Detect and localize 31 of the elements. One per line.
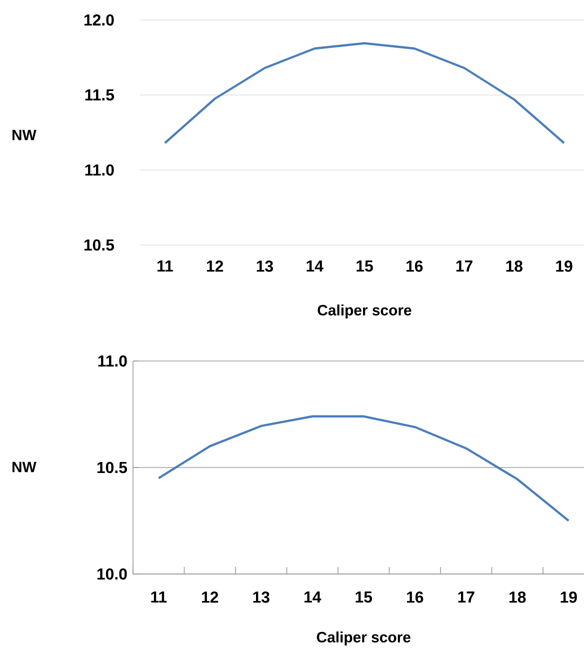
x-tick-label: 16 <box>406 260 423 272</box>
x-tick-label: 12 <box>202 592 218 603</box>
x-tick-label: 16 <box>407 592 424 603</box>
x-tick-label: 15 <box>356 592 372 603</box>
x-tick-label: 13 <box>253 592 270 603</box>
x-tick-label: 18 <box>510 592 526 603</box>
y-axis-title: NW <box>12 462 36 472</box>
line-series <box>158 415 570 522</box>
x-tick-label: 17 <box>458 592 474 602</box>
x-tick-label: 19 <box>560 592 577 603</box>
x-tick-label: 18 <box>506 260 523 272</box>
x-tick-label: 11 <box>151 592 167 602</box>
y-tick-label: 12.0 <box>84 14 114 26</box>
x-axis-title: Caliper score <box>318 304 412 318</box>
x-tick-label: 15 <box>356 260 373 272</box>
y-axis-title: NW <box>12 130 36 140</box>
x-tick-label: 12 <box>206 260 224 272</box>
x-axis-title: Caliper score <box>316 632 410 646</box>
x-tick-label: 14 <box>306 260 324 272</box>
x-tick-label: 17 <box>456 260 472 272</box>
x-tick-label: 11 <box>158 260 173 272</box>
y-tick-label: 10.5 <box>97 462 128 474</box>
y-tick-label: 10.5 <box>84 239 114 251</box>
x-tick-label: 14 <box>304 592 322 602</box>
x-tick-label: 13 <box>256 260 273 272</box>
y-tick-label: 10.0 <box>97 568 127 580</box>
line-series <box>164 42 566 144</box>
y-tick-label: 11.0 <box>98 355 127 367</box>
y-tick-label: 11.0 <box>85 164 114 176</box>
y-tick-label: 11.5 <box>85 89 114 101</box>
x-tick-label: 19 <box>556 260 572 272</box>
